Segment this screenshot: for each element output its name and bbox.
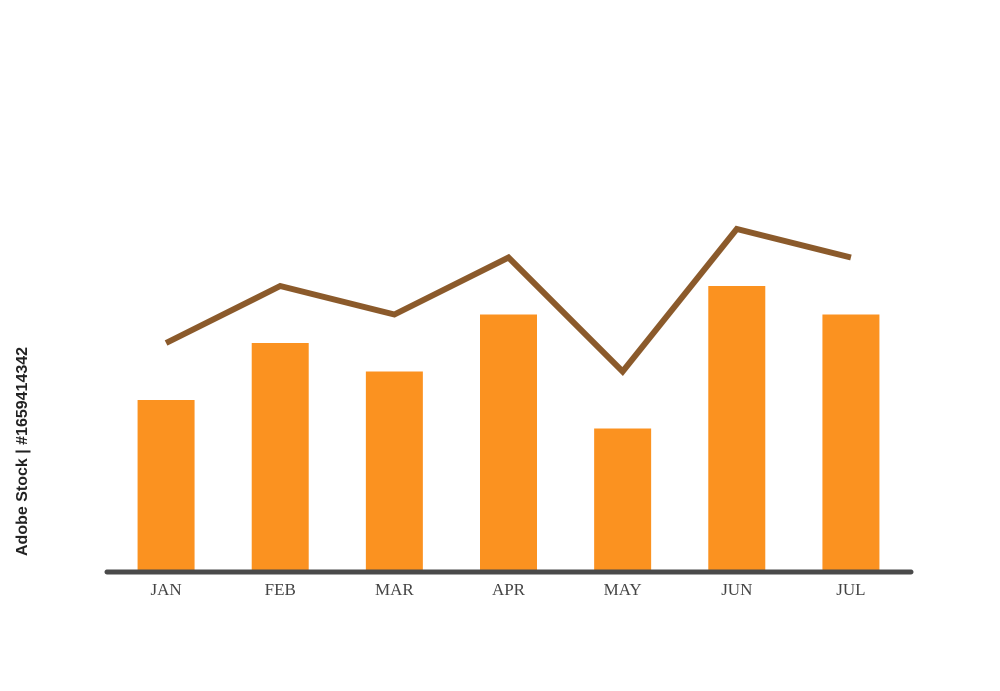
bar	[480, 314, 537, 571]
bar	[137, 400, 195, 571]
x-tick-label: JUN	[721, 580, 752, 599]
x-tick-label: FEB	[265, 580, 296, 599]
bar	[822, 314, 880, 571]
bar	[365, 371, 423, 571]
watermark: Adobe Stock | #1659414342	[14, 347, 31, 556]
x-tick-label: APR	[492, 580, 526, 599]
bar	[594, 428, 652, 571]
bar	[708, 286, 766, 571]
x-tick-label: MAY	[604, 580, 642, 599]
x-tick-label: JUL	[836, 580, 865, 599]
line	[164, 225, 852, 376]
x-tick-label: MAR	[375, 580, 414, 599]
x-tick-label: JAN	[150, 580, 181, 599]
bar	[251, 343, 309, 571]
